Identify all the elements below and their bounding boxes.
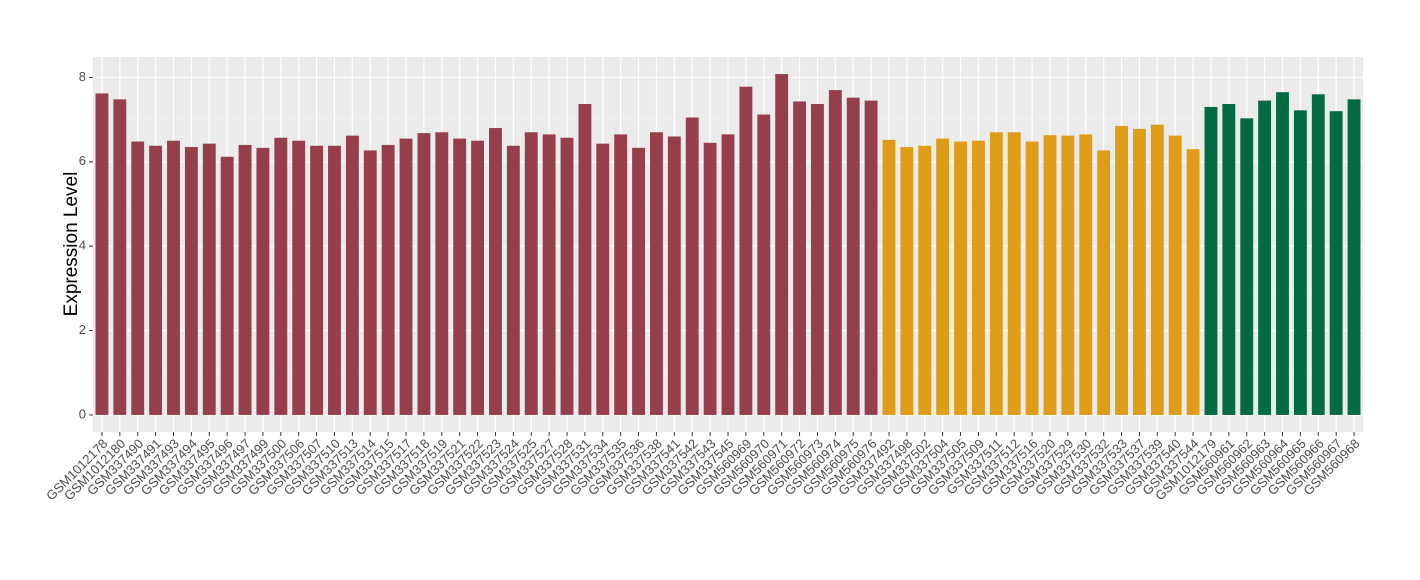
bar (882, 139, 896, 415)
bar (1168, 135, 1182, 415)
bar (292, 140, 306, 415)
bar (1311, 94, 1325, 415)
bar (793, 101, 806, 415)
bar (524, 132, 538, 415)
y-tick-label: 6 (79, 153, 86, 168)
y-tick-label: 8 (79, 69, 86, 84)
bar (1204, 106, 1218, 415)
bar (131, 141, 145, 415)
bar (113, 99, 127, 415)
bar (1043, 135, 1057, 415)
bar (1293, 110, 1307, 415)
bar (1079, 134, 1093, 415)
y-tick-label: 0 (79, 406, 86, 421)
bar (184, 147, 198, 415)
bar (1258, 100, 1272, 415)
bar (650, 132, 663, 415)
bar (739, 86, 753, 415)
bar (578, 104, 592, 415)
bar (381, 144, 395, 415)
bar (864, 100, 878, 415)
bar (220, 156, 234, 415)
bar (274, 137, 288, 415)
bar (828, 90, 842, 415)
bar (1222, 104, 1236, 415)
bar (506, 145, 520, 415)
bar (202, 143, 216, 415)
bar (1097, 150, 1111, 415)
y-tick-label: 2 (79, 322, 86, 337)
bar (560, 137, 574, 415)
bar (1025, 141, 1039, 415)
bar (1329, 111, 1343, 415)
bar (989, 132, 1003, 415)
bar (1240, 118, 1254, 415)
bar (95, 93, 109, 415)
bar (810, 104, 824, 415)
bar (757, 114, 771, 415)
bar (1132, 128, 1146, 415)
bar (1007, 132, 1021, 415)
bar (703, 142, 717, 415)
bar (918, 145, 932, 415)
bar (471, 140, 485, 415)
bar (417, 133, 431, 415)
bar (721, 134, 735, 415)
bar (936, 138, 950, 415)
bar (310, 145, 324, 415)
bar (363, 150, 377, 415)
bar (614, 134, 628, 415)
bar (1186, 149, 1200, 415)
bar (1150, 124, 1164, 415)
bar (632, 147, 646, 415)
bar (345, 135, 359, 415)
bar (775, 74, 789, 415)
bar (542, 134, 556, 415)
bar (167, 140, 180, 415)
bar (238, 144, 252, 415)
bar (900, 147, 914, 415)
bar (399, 138, 413, 415)
bar (667, 136, 681, 415)
bar (149, 145, 163, 415)
bar (685, 117, 699, 415)
bar (256, 147, 270, 415)
y-tick-label: 4 (79, 238, 86, 253)
bar (596, 143, 610, 415)
y-axis-title: Expression Level (61, 172, 82, 317)
bar (453, 138, 467, 415)
bar (971, 140, 985, 415)
bar (1276, 92, 1289, 415)
bar (954, 141, 967, 415)
bar (328, 145, 341, 415)
bar (1115, 125, 1128, 415)
bar (435, 132, 449, 415)
bar (1061, 135, 1075, 415)
bar (846, 97, 860, 415)
bar (1347, 99, 1361, 415)
bar (489, 128, 502, 415)
